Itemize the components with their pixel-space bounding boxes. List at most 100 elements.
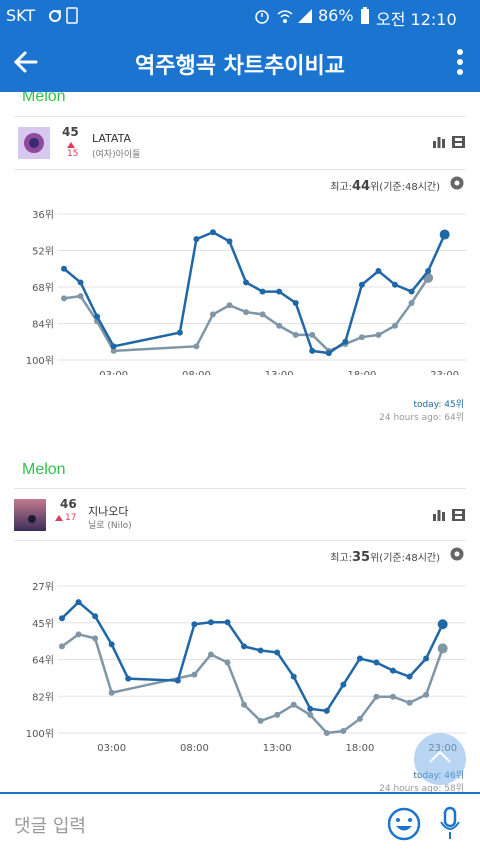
arrow-left-icon[interactable] xyxy=(10,46,42,78)
battery-icon xyxy=(361,7,369,24)
rank-up-icon xyxy=(55,515,63,521)
data-point xyxy=(259,288,266,295)
status-bar: SKT 86% 오전 12:10 xyxy=(0,0,480,32)
data-point xyxy=(276,288,283,295)
data-point xyxy=(307,711,314,718)
chevron-up-icon xyxy=(429,750,451,763)
data-point xyxy=(437,643,448,654)
data-point xyxy=(108,689,115,696)
data-point xyxy=(125,675,132,682)
y-tick-label: 27위 xyxy=(32,580,54,593)
divider xyxy=(14,540,466,541)
x-tick-label: 03:00 xyxy=(99,370,128,375)
bar-chart-icon[interactable] xyxy=(433,509,445,521)
data-point xyxy=(257,717,264,724)
data-point xyxy=(340,727,347,734)
data-point xyxy=(323,707,330,714)
rank-change: 17 xyxy=(65,513,77,523)
brand-label: Melon xyxy=(22,461,66,478)
device-icon xyxy=(66,7,78,24)
chart-legend: today: 45위 24 hours ago: 64위 xyxy=(379,399,464,425)
legend-ago: 24 hours ago: 64위 xyxy=(379,413,464,423)
settings-icon[interactable] xyxy=(450,547,464,561)
divider xyxy=(14,116,466,117)
y-tick-label: 64위 xyxy=(32,654,54,667)
data-point xyxy=(392,322,398,329)
data-point xyxy=(209,311,216,318)
data-point xyxy=(276,322,283,329)
app-bar: 역주행곡 차트추이비교 xyxy=(0,32,480,92)
data-point xyxy=(75,631,82,638)
song-title[interactable]: LATATA xyxy=(92,132,131,145)
data-point xyxy=(342,338,349,345)
microphone-icon[interactable] xyxy=(438,806,462,842)
artist-name: (여자)아이들 xyxy=(92,150,141,160)
data-point xyxy=(340,681,347,688)
data-point xyxy=(224,619,231,626)
current-rank: 46 xyxy=(60,497,77,511)
data-point xyxy=(274,649,281,656)
battery-label: 86% xyxy=(318,6,354,25)
settings-icon[interactable] xyxy=(450,176,464,190)
data-point xyxy=(243,309,250,316)
data-point xyxy=(373,693,380,700)
data-point xyxy=(423,655,430,662)
data-point xyxy=(77,293,84,300)
kebab-icon[interactable] xyxy=(454,46,466,78)
data-point xyxy=(75,599,82,606)
film-icon[interactable] xyxy=(452,136,465,148)
page-title: 역주행곡 차트추이비교 xyxy=(134,54,346,79)
bar-chart-icon[interactable] xyxy=(433,136,445,148)
emoji-icon[interactable] xyxy=(386,806,422,842)
y-tick-label: 82위 xyxy=(32,690,54,703)
data-point xyxy=(243,279,250,286)
carrier-label: SKT xyxy=(6,6,36,25)
data-point xyxy=(290,701,297,708)
data-point xyxy=(59,643,65,650)
rank-up-icon xyxy=(67,142,75,148)
data-point xyxy=(375,268,382,275)
data-point xyxy=(325,350,332,357)
x-tick-label: 18:00 xyxy=(347,370,376,375)
series-line xyxy=(61,600,444,713)
divider xyxy=(14,169,466,170)
data-point xyxy=(406,673,413,680)
data-point xyxy=(92,613,99,620)
divider xyxy=(14,488,466,489)
data-point xyxy=(408,288,415,295)
x-tick-label: 13:00 xyxy=(265,370,294,375)
y-tick-label: 45위 xyxy=(32,617,54,630)
film-icon[interactable] xyxy=(452,509,465,521)
data-point xyxy=(61,265,67,272)
scroll-top-button[interactable] xyxy=(414,733,466,785)
song-title[interactable]: 지나오다 xyxy=(88,505,129,518)
data-point xyxy=(193,236,200,243)
data-point xyxy=(437,619,448,630)
album-art[interactable] xyxy=(14,499,46,531)
data-point xyxy=(373,659,380,666)
data-point xyxy=(406,699,413,706)
data-point xyxy=(108,641,115,648)
data-point xyxy=(176,329,183,336)
scroll-content[interactable]: Melon 45 15 LATATA (여자)아이들 최고:44위(기준:48시… xyxy=(0,92,480,792)
comment-input[interactable]: 댓글 입력 xyxy=(14,816,86,837)
legend-ago: 24 hours ago: 58위 xyxy=(379,784,464,792)
data-point xyxy=(358,334,365,341)
data-point xyxy=(423,691,430,698)
x-tick-label: 18:00 xyxy=(345,743,374,753)
data-point xyxy=(191,671,198,678)
data-point xyxy=(209,229,216,236)
legend-today: today: 45위 xyxy=(413,400,464,410)
data-point xyxy=(259,311,266,318)
data-point xyxy=(59,615,65,622)
data-point xyxy=(356,655,363,662)
album-art[interactable] xyxy=(18,127,50,159)
data-point xyxy=(292,331,299,338)
y-tick-label: 100위 xyxy=(26,727,54,740)
data-point xyxy=(191,621,198,628)
rank-chart: 27위45위64위82위100위03:0008:0013:0018:0023:0… xyxy=(26,580,466,753)
alarm-icon xyxy=(255,10,269,24)
x-tick-label: 08:00 xyxy=(182,370,211,375)
data-point xyxy=(309,347,316,354)
rank-change: 15 xyxy=(67,149,79,159)
